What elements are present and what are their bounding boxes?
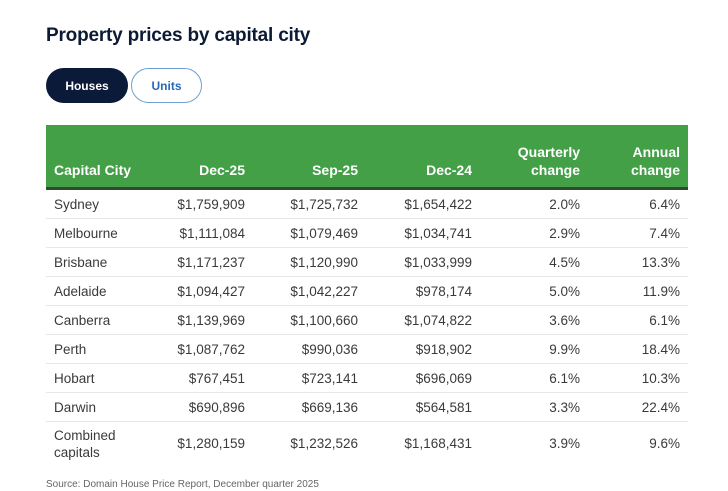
column-header-annual-change: Annual change bbox=[588, 125, 688, 190]
cell-sep-25: $723,141 bbox=[253, 363, 366, 393]
table-row: Darwin $690,896 $669,136 $564,581 3.3% 22.4% bbox=[46, 392, 688, 422]
cell-sep-25: $1,725,732 bbox=[253, 188, 366, 219]
cell-city: Combined capitals bbox=[54, 427, 116, 460]
cell-quarterly-change: 3.6% bbox=[480, 305, 588, 335]
page-title: Property prices by capital city bbox=[46, 25, 311, 46]
cell-dec-24: $564,581 bbox=[366, 392, 480, 422]
cell-quarterly-change: 3.9% bbox=[549, 436, 580, 451]
source-note: Source: Domain House Price Report, Decem… bbox=[46, 479, 319, 490]
cell-annual-change: 13.3% bbox=[588, 247, 688, 277]
cell-dec-25: $690,896 bbox=[158, 392, 253, 422]
cell-annual-change: 18.4% bbox=[588, 334, 688, 364]
cell-dec-24: $1,654,422 bbox=[366, 188, 480, 219]
cell-city: Melbourne bbox=[46, 218, 158, 248]
table-row: Canberra $1,139,969 $1,100,660 $1,074,822 3.… bbox=[46, 305, 688, 335]
column-header-sep-25: Sep-25 bbox=[253, 125, 366, 190]
tab-units[interactable]: Units bbox=[131, 68, 202, 103]
cell-annual-change: 6.4% bbox=[588, 188, 688, 219]
prices-table: Capital City Dec-25 Sep-25 Dec-24 Quarte… bbox=[46, 125, 688, 465]
cell-sep-25: $1,120,990 bbox=[253, 247, 366, 277]
column-header-dec-25: Dec-25 bbox=[158, 125, 253, 190]
cell-city: Adelaide bbox=[46, 276, 158, 306]
cell-dec-25: $1,139,969 bbox=[158, 305, 253, 335]
cell-dec-25: $1,759,909 bbox=[158, 188, 253, 219]
column-header-capital-city: Capital City bbox=[46, 125, 158, 190]
cell-dec-25: $1,171,237 bbox=[158, 247, 253, 277]
cell-annual-change: 22.4% bbox=[588, 392, 688, 422]
cell-sep-25: $990,036 bbox=[253, 334, 366, 364]
cell-sep-25: $1,042,227 bbox=[253, 276, 366, 306]
cell-sep-25: $669,136 bbox=[253, 392, 366, 422]
cell-dec-25: $767,451 bbox=[158, 363, 253, 393]
cell-quarterly-change: 3.3% bbox=[480, 392, 588, 422]
cell-city: Sydney bbox=[46, 188, 158, 219]
cell-annual-change: 7.4% bbox=[588, 218, 688, 248]
table-row: Adelaide $1,094,427 $1,042,227 $978,174 5.0%… bbox=[46, 276, 688, 306]
cell-quarterly-change: 6.1% bbox=[480, 363, 588, 393]
cell-quarterly-change: 2.0% bbox=[480, 188, 588, 219]
cell-quarterly-change: 9.9% bbox=[480, 334, 588, 364]
cell-annual-change: 10.3% bbox=[588, 363, 688, 393]
table-row: Hobart $767,451 $723,141 $696,069 6.1% 10.3% bbox=[46, 363, 688, 393]
cell-annual-change: 11.9% bbox=[588, 276, 688, 306]
table-row: Perth $1,087,762 $990,036 $918,902 9.9% 18.4% bbox=[46, 334, 688, 364]
column-header-quarterly-change: Quarterly change bbox=[480, 125, 588, 190]
cell-dec-24: $1,168,431 bbox=[404, 436, 472, 451]
cell-quarterly-change: 4.5% bbox=[480, 247, 588, 277]
cell-sep-25: $1,100,660 bbox=[253, 305, 366, 335]
table-row: Sydney $1,759,909 $1,725,732 $1,654,422 2.0%… bbox=[46, 188, 688, 219]
cell-sep-25: $1,232,526 bbox=[290, 436, 358, 451]
cell-dec-24: $696,069 bbox=[366, 363, 480, 393]
table-header-row: Capital City Dec-25 Sep-25 Dec-24 Quarte… bbox=[46, 125, 688, 190]
table-row: Brisbane $1,171,237 $1,120,990 $1,033,999 4.… bbox=[46, 247, 688, 277]
cell-dec-25: $1,094,427 bbox=[158, 276, 253, 306]
cell-sep-25: $1,079,469 bbox=[253, 218, 366, 248]
cell-annual-change: 6.1% bbox=[588, 305, 688, 335]
cell-city: Perth bbox=[46, 334, 158, 364]
cell-dec-24: $1,033,999 bbox=[366, 247, 480, 277]
cell-dec-24: $918,902 bbox=[366, 334, 480, 364]
cell-dec-25: $1,087,762 bbox=[158, 334, 253, 364]
table-row: Combined capitals $1,280,159 $1,232,526 $1,… bbox=[46, 422, 688, 466]
cell-quarterly-change: 5.0% bbox=[480, 276, 588, 306]
cell-dec-25: $1,111,084 bbox=[158, 218, 253, 248]
cell-city: Darwin bbox=[46, 392, 158, 422]
column-header-dec-24: Dec-24 bbox=[366, 125, 480, 190]
tab-houses[interactable]: Houses bbox=[46, 68, 128, 103]
cell-dec-25: $1,280,159 bbox=[177, 436, 245, 451]
cell-city: Brisbane bbox=[46, 247, 158, 277]
property-type-tabs: Houses Units bbox=[46, 68, 202, 103]
cell-dec-24: $978,174 bbox=[366, 276, 480, 306]
cell-dec-24: $1,034,741 bbox=[366, 218, 480, 248]
table-row: Melbourne $1,111,084 $1,079,469 $1,034,741 2… bbox=[46, 218, 688, 248]
cell-annual-change: 9.6% bbox=[649, 436, 680, 451]
cell-quarterly-change: 2.9% bbox=[480, 218, 588, 248]
cell-city: Hobart bbox=[46, 363, 158, 393]
cell-dec-24: $1,074,822 bbox=[366, 305, 480, 335]
cell-city: Canberra bbox=[46, 305, 158, 335]
